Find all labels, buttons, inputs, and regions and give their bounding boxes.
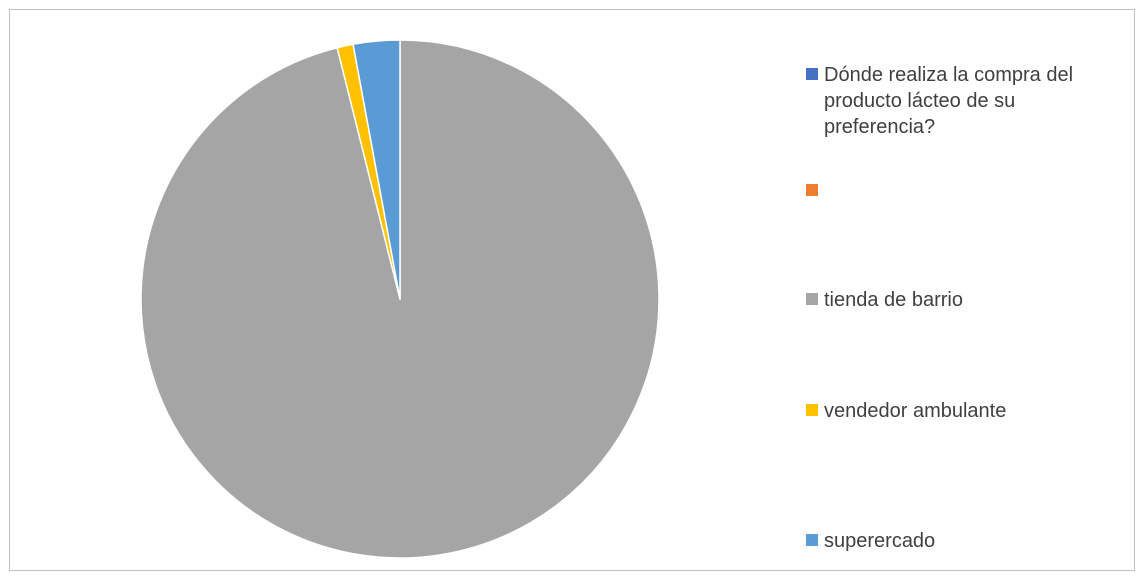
legend-item-superercado: superercado: [806, 528, 1114, 554]
legend-item-vendedor-ambulante: vendedor ambulante: [806, 398, 1114, 424]
legend-item-question: Dónde realiza la compra del producto lác…: [806, 62, 1114, 140]
legend-label-tienda-de-barrio: tienda de barrio: [824, 289, 963, 311]
legend-swatch-question: [806, 68, 818, 80]
pie-slice-superercado: [352, 39, 401, 300]
legend-item-blank: [806, 178, 1114, 196]
legend-swatch-blank: [806, 184, 818, 196]
legend-swatch-vendedor-ambulante: [806, 404, 818, 416]
legend-swatch-superercado: [806, 534, 818, 546]
legend-label-vendedor-ambulante: vendedor ambulante: [824, 400, 1007, 422]
legend-label-superercado: superercado: [824, 530, 936, 552]
legend-swatch-tienda-de-barrio: [806, 293, 818, 305]
legend-label-question: Dónde realiza la compra del producto lác…: [824, 64, 1074, 138]
legend-item-tienda-de-barrio: tienda de barrio: [806, 287, 1114, 313]
